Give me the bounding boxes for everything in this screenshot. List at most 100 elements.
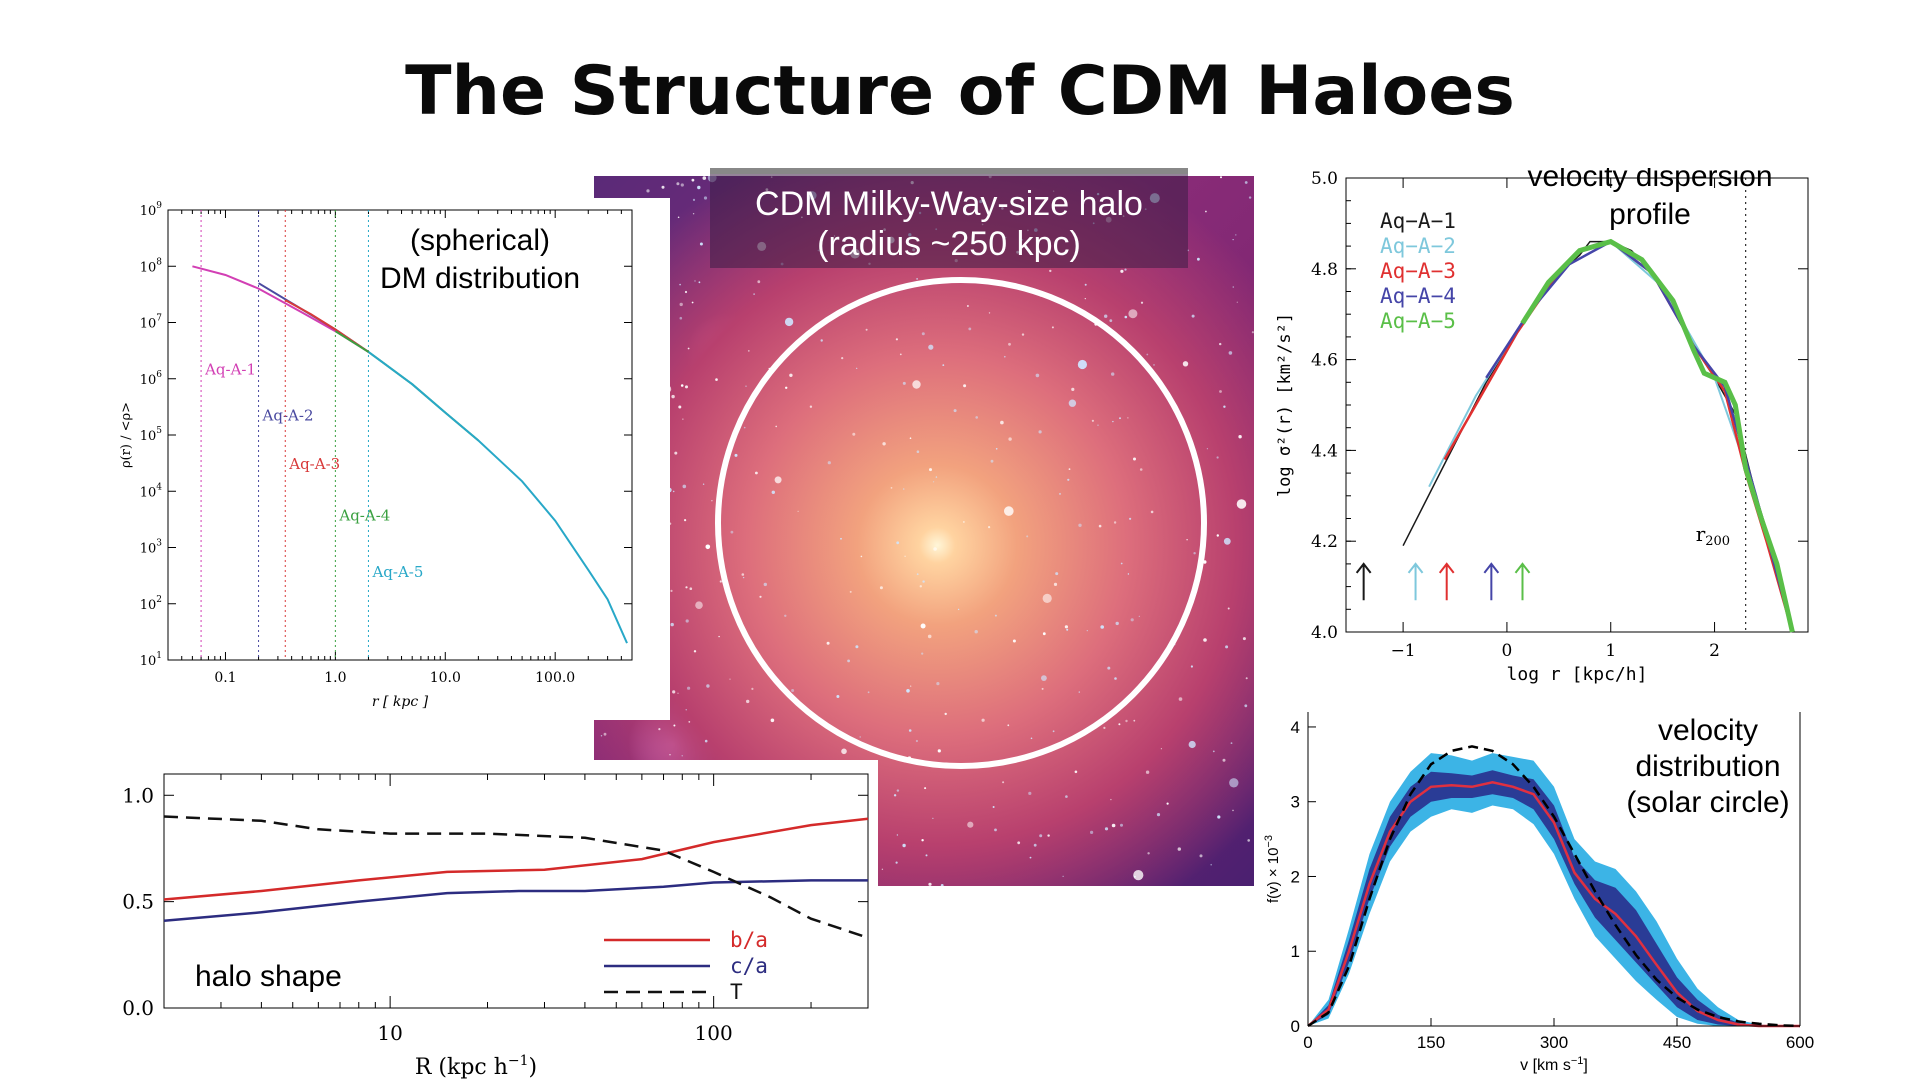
star [826,641,830,645]
star [1084,283,1087,286]
shape-y-tick-label: 0.5 [122,890,154,914]
star [734,453,738,457]
shape-title: halo shape [195,960,342,993]
density-title-line2: DM distribution [380,262,580,295]
star [896,834,899,836]
star [927,634,932,639]
dispersion-y-tick-label: 4.6 [1311,351,1338,371]
dispersion-series-line [1520,238,1795,633]
star [757,280,761,284]
dispersion-chart: 4.0 4.2 4.4 4.6 4.8 5.0 −1 0 1 2 log r [kpc/h] log … [1275,160,1809,685]
star [743,426,746,429]
star [1028,791,1032,796]
star [687,686,691,690]
star [1052,730,1055,733]
star [1150,510,1154,514]
star [963,384,967,388]
star [1077,359,1087,370]
dispersion-x-axis-label: log r [kpc/h] [1507,664,1648,685]
density-series-line [334,330,480,442]
vdist-chart: 0 1 2 3 4 0 150 300 450 600 v [km s−1] f(v) × 10−3 v… [1263,712,1814,1074]
star [1004,355,1006,358]
star [1055,572,1059,576]
star [1111,823,1116,828]
star [682,484,687,489]
dispersion-panel: 4.0 4.2 4.4 4.6 4.8 5.0 −1 0 1 2 log r [kpc/h] log … [1260,160,1820,688]
star [879,586,883,590]
star [1118,723,1121,726]
star [1110,798,1112,801]
star [1039,834,1043,838]
star [1182,361,1189,367]
star [1051,326,1054,329]
star [904,555,906,557]
star [1049,269,1052,273]
shape-x-axis-label-end: ) [529,1055,538,1080]
density-y-tick-label: 104 [140,482,163,500]
star [1125,719,1128,723]
star [841,357,844,360]
star [981,718,985,722]
density-y-tick-label: 108 [140,257,163,275]
star [789,373,793,377]
star [1139,468,1143,471]
star [896,789,900,792]
shape-series-line [163,815,869,939]
halo-caption-line2: (radius ~250 kpc) [817,225,1081,263]
star [1113,521,1117,524]
vdist-x-tick-label: 300 [1540,1033,1568,1052]
star [896,541,900,545]
star [902,381,906,385]
star [1186,539,1188,541]
shape-x-tick-label: 100 [695,1021,733,1045]
star [784,614,787,617]
star [1008,342,1011,346]
shape-y-tick-label: 0.0 [122,996,154,1020]
dispersion-series-line [1428,240,1794,633]
star [906,689,910,693]
star [928,344,934,350]
star [745,385,747,387]
star [1129,517,1132,520]
dispersion-resolution-arrow [1483,562,1500,601]
dispersion-x-tick-label: −1 [1391,641,1416,661]
star [1251,331,1254,334]
star [856,367,858,369]
star [1127,573,1130,575]
star [1000,420,1004,425]
shape-x-axis-label: R (kpc h−1) [415,1053,537,1080]
vdist-x-tick-label: 0 [1303,1033,1312,1052]
star [992,806,995,808]
dispersion-y-tick-label: 4.2 [1311,532,1338,552]
star [1232,239,1234,241]
star [1216,456,1219,459]
star [719,580,722,583]
star [697,185,701,190]
star [1004,506,1014,516]
star [974,630,978,634]
star [865,328,868,331]
dispersion-legend-entry: Aq−A−3 [1380,259,1456,283]
density-series-line [367,351,628,644]
star [995,448,998,450]
star [909,437,912,440]
star [990,459,994,463]
star [670,622,674,627]
star [1067,478,1070,481]
star [746,699,750,704]
star [922,580,925,583]
star [679,316,683,320]
star [1190,665,1193,668]
star [925,854,928,857]
star [1026,535,1029,538]
star [867,691,870,694]
shape-series-line [163,879,868,923]
star [1197,257,1200,261]
star [1127,417,1129,419]
star [935,476,938,478]
star [1017,841,1021,845]
star [677,216,680,219]
star [1230,742,1233,744]
star [1166,802,1169,805]
star [882,442,886,446]
